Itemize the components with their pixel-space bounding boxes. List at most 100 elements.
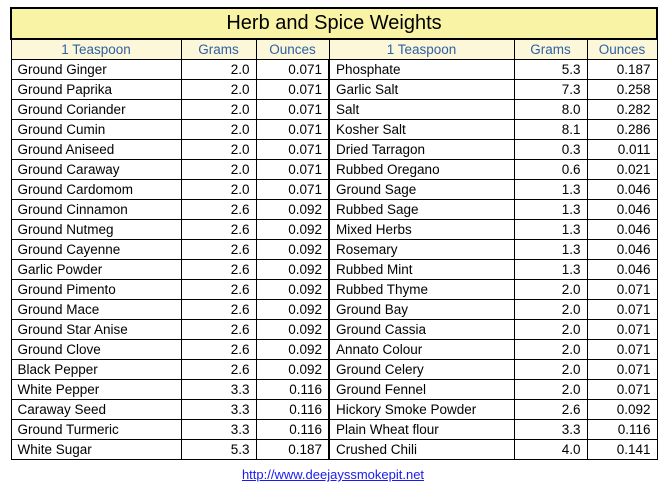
grams-value: 2.0 [180, 179, 257, 200]
spice-name: Dried Tarragon [328, 139, 515, 160]
spice-name: Ground Cardomom [10, 179, 182, 200]
footer: http://www.deejayssmokepit.net [0, 467, 666, 482]
column-header: Grams [180, 38, 257, 60]
grams-value: 0.3 [513, 139, 588, 160]
grams-value: 4.0 [513, 439, 588, 460]
ounces-value: 0.071 [255, 59, 330, 80]
table-row: Ground Coriander 2.0 0.071 Salt 8.0 0.282 [10, 99, 658, 120]
table-row: Ground Nutmeg 2.6 0.092 Mixed Herbs 1.3 0.046 [10, 219, 658, 240]
ounces-value: 0.071 [586, 279, 658, 300]
column-header: 1 Teaspoon [10, 38, 182, 60]
ounces-value: 0.092 [255, 359, 330, 380]
grams-value: 2.0 [513, 339, 588, 360]
spice-name: Ground Pimento [10, 279, 182, 300]
ounces-value: 0.116 [586, 419, 658, 440]
ounces-value: 0.092 [255, 299, 330, 320]
grams-value: 1.3 [513, 199, 588, 220]
spice-name: Ground Mace [10, 299, 182, 320]
ounces-value: 0.092 [255, 279, 330, 300]
ounces-value: 0.092 [255, 319, 330, 340]
table-row: Ground Cinnamon 2.6 0.092 Rubbed Sage 1.3 0.0… [10, 199, 658, 220]
grams-value: 1.3 [513, 239, 588, 260]
website-link[interactable]: http://www.deejayssmokepit.net [241, 467, 425, 482]
table-title: Herb and Spice Weights [10, 7, 658, 40]
spice-name: Ground Sage [328, 179, 515, 200]
grams-value: 2.6 [180, 359, 257, 380]
grams-value: 3.3 [180, 399, 257, 420]
grams-value: 3.3 [180, 419, 257, 440]
table-row: Ground Cumin 2.0 0.071 Kosher Salt 8.1 0.286 [10, 119, 658, 140]
ounces-value: 0.071 [255, 79, 330, 100]
ounces-value: 0.116 [255, 419, 330, 440]
grams-value: 1.3 [513, 219, 588, 240]
grams-value: 2.6 [180, 339, 257, 360]
ounces-value: 0.071 [586, 379, 658, 400]
spice-name: Ground Cumin [10, 119, 182, 140]
grams-value: 2.6 [180, 199, 257, 220]
grams-value: 2.6 [180, 219, 257, 240]
ounces-value: 0.092 [255, 219, 330, 240]
grams-value: 2.0 [513, 279, 588, 300]
grams-value: 2.6 [513, 399, 588, 420]
spice-name: Rubbed Thyme [328, 279, 515, 300]
ounces-value: 0.071 [255, 159, 330, 180]
ounces-value: 0.286 [586, 119, 658, 140]
spice-name: Plain Wheat flour [328, 419, 515, 440]
spice-name: Crushed Chili [328, 439, 515, 460]
spice-name: Mixed Herbs [328, 219, 515, 240]
grams-value: 2.0 [513, 319, 588, 340]
ounces-value: 0.046 [586, 259, 658, 280]
table-row: Ground Aniseed 2.0 0.071 Dried Tarragon 0.3 0… [10, 139, 658, 160]
grams-value: 2.0 [513, 359, 588, 380]
spice-name: Annato Colour [328, 339, 515, 360]
spice-name: Ground Coriander [10, 99, 182, 120]
grams-value: 3.3 [513, 419, 588, 440]
table-row: Ground Cardomom 2.0 0.071 Ground Sage 1.3 0.0… [10, 179, 658, 200]
spice-name: Ground Star Anise [10, 319, 182, 340]
column-header: Ounces [255, 38, 330, 60]
table-row: White Pepper 3.3 0.116 Ground Fennel 2.0 0.07… [10, 379, 658, 400]
ounces-value: 0.071 [586, 339, 658, 360]
grams-value: 2.6 [180, 319, 257, 340]
ounces-value: 0.187 [255, 439, 330, 460]
spice-name: Kosher Salt [328, 119, 515, 140]
ounces-value: 0.187 [586, 59, 658, 80]
ounces-value: 0.071 [586, 359, 658, 380]
table-row: Ground Cayenne 2.6 0.092 Rosemary 1.3 0.046 [10, 239, 658, 260]
grams-value: 1.3 [513, 179, 588, 200]
spice-name: Rubbed Mint [328, 259, 515, 280]
spice-name: Caraway Seed [10, 399, 182, 420]
ounces-value: 0.092 [255, 339, 330, 360]
ounces-value: 0.071 [255, 99, 330, 120]
ounces-value: 0.046 [586, 219, 658, 240]
grams-value: 2.0 [180, 99, 257, 120]
table-row: Ground Mace 2.6 0.092 Ground Bay 2.0 0.071 [10, 299, 658, 320]
spice-name: Garlic Powder [10, 259, 182, 280]
grams-value: 3.3 [180, 379, 257, 400]
grams-value: 7.3 [513, 79, 588, 100]
grams-value: 2.0 [513, 299, 588, 320]
ounces-value: 0.021 [586, 159, 658, 180]
column-header-row: 1 Teaspoon Grams Ounces 1 Teaspoon Grams… [10, 38, 658, 60]
spice-name: Ground Cayenne [10, 239, 182, 260]
ounces-value: 0.116 [255, 379, 330, 400]
ounces-value: 0.092 [255, 259, 330, 280]
ounces-value: 0.071 [586, 299, 658, 320]
spice-name: White Pepper [10, 379, 182, 400]
grams-value: 2.6 [180, 259, 257, 280]
spice-name: Black Pepper [10, 359, 182, 380]
ounces-value: 0.071 [586, 319, 658, 340]
table-row: Ground Paprika 2.0 0.071 Garlic Salt 7.3 0.25… [10, 79, 658, 100]
ounces-value: 0.092 [586, 399, 658, 420]
spice-weights-sheet: Herb and Spice Weights 1 Teaspoon Grams … [10, 7, 658, 460]
table-row: White Sugar 5.3 0.187 Crushed Chili 4.0 0.141 [10, 439, 658, 460]
grams-value: 8.0 [513, 99, 588, 120]
spice-name: Ground Fennel [328, 379, 515, 400]
spice-name: Ground Aniseed [10, 139, 182, 160]
ounces-value: 0.046 [586, 199, 658, 220]
ounces-value: 0.071 [255, 179, 330, 200]
grams-value: 8.1 [513, 119, 588, 140]
table-row: Ground Clove 2.6 0.092 Annato Colour 2.0 0.07… [10, 339, 658, 360]
grams-value: 5.3 [513, 59, 588, 80]
grams-value: 2.0 [180, 139, 257, 160]
